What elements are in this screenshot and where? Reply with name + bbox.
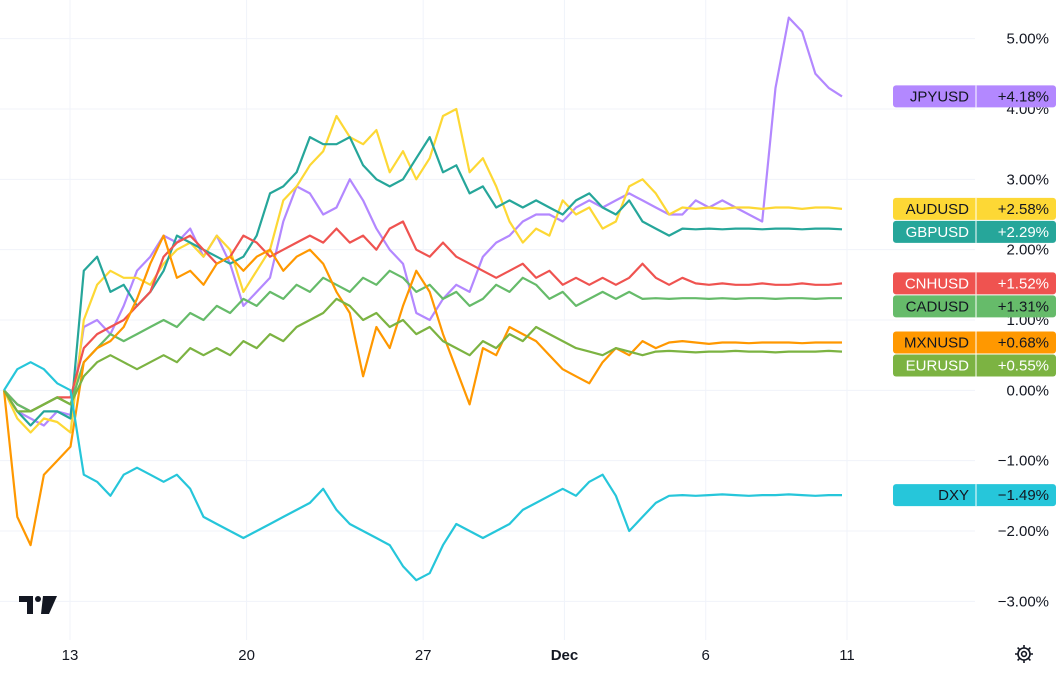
series-line-cadusd xyxy=(3,269,842,413)
badge-name: MXNUSD xyxy=(904,335,969,352)
badge-background xyxy=(893,220,1056,243)
badge-value: +4.18% xyxy=(998,88,1049,105)
badge-audusd: AUDUSD +2.58% xyxy=(893,197,1056,220)
badge-value: −1.49% xyxy=(998,487,1049,504)
y-axis: 5.00%4.00%3.00%2.00%1.00%0.00%−1.00%−2.0… xyxy=(998,31,1049,611)
badge-value: +2.58% xyxy=(998,201,1049,218)
badge-cadusd: CADUSD +1.31% xyxy=(893,295,1056,318)
value-badges: JPYUSD +4.18% AUDUSD +2.58% GBPUSD +2.29% CNHU… xyxy=(893,85,1056,507)
series-lines xyxy=(2,16,843,582)
x-tick-label: Dec xyxy=(551,647,579,664)
badge-name: CNHUSD xyxy=(905,275,969,292)
badge-background xyxy=(893,354,1056,377)
y-tick-label: 0.00% xyxy=(1006,382,1049,399)
y-tick-label: −2.00% xyxy=(998,523,1049,540)
y-tick-label: 3.00% xyxy=(1006,171,1049,188)
badge-background xyxy=(893,197,1056,220)
badge-background xyxy=(893,272,1056,295)
badge-background xyxy=(893,295,1056,318)
x-tick-label: 11 xyxy=(839,647,855,664)
y-tick-label: −3.00% xyxy=(998,593,1049,610)
badge-mxnusd: MXNUSD +0.68% xyxy=(893,331,1056,354)
badge-cnhusd: CNHUSD +1.52% xyxy=(893,272,1056,295)
series-line-mxnusd xyxy=(2,234,842,547)
series-line-dxy xyxy=(3,361,842,582)
badge-name: AUDUSD xyxy=(906,201,970,218)
badge-value: +1.52% xyxy=(998,275,1049,292)
badge-eurusd: EURUSD +0.55% xyxy=(893,354,1056,377)
series-line-cnhusd xyxy=(3,220,843,413)
badge-background xyxy=(893,484,1056,507)
badge-gbpusd: GBPUSD +2.29% xyxy=(893,220,1056,243)
tradingview-logo[interactable] xyxy=(19,596,57,614)
y-tick-label: 5.00% xyxy=(1006,31,1049,48)
x-tick-label: 27 xyxy=(415,647,432,664)
badge-name: EURUSD xyxy=(906,358,970,375)
series-line-eurusd xyxy=(3,297,843,413)
badge-value: +0.55% xyxy=(998,358,1049,375)
y-tick-label: −1.00% xyxy=(998,453,1049,470)
x-tick-label: 13 xyxy=(62,647,79,664)
badge-background xyxy=(893,331,1056,354)
badge-jpyusd: JPYUSD +4.18% xyxy=(893,85,1056,108)
series-line-jpyusd xyxy=(3,16,843,427)
badge-name: DXY xyxy=(938,487,969,504)
badge-background xyxy=(893,85,1056,108)
badge-name: GBPUSD xyxy=(906,224,970,241)
badge-name: CADUSD xyxy=(906,298,970,315)
grid xyxy=(0,0,975,640)
y-tick-label: 2.00% xyxy=(1006,242,1049,259)
x-tick-label: 6 xyxy=(702,647,710,664)
badge-dxy: DXY −1.49% xyxy=(893,484,1056,507)
badge-value: +2.29% xyxy=(998,224,1049,241)
x-tick-label: 20 xyxy=(238,647,255,664)
badge-value: +0.68% xyxy=(998,335,1049,352)
x-axis: 13 20 27 Dec 6 11 xyxy=(62,647,855,664)
badge-value: +1.31% xyxy=(998,298,1049,315)
badge-name: JPYUSD xyxy=(910,88,969,105)
gear-icon[interactable] xyxy=(1015,645,1033,663)
